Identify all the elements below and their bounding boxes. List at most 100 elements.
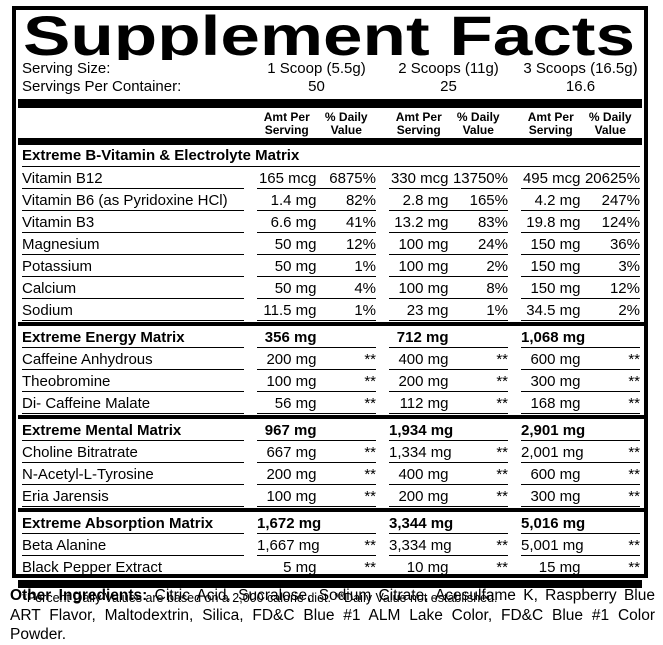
ingredient-name: N-Acetyl-L-Tyrosine: [22, 463, 244, 485]
matrix-total-amount: 5,016 mg: [521, 515, 586, 532]
daily-value-cell: 165%: [469, 192, 508, 209]
daily-value-header: % Daily Value: [588, 110, 632, 137]
matrix-total-amount: 2,901 mg: [521, 422, 586, 439]
serving-group: 200 mg **: [389, 485, 508, 507]
section-divider: [18, 508, 644, 512]
serving-info: Serving Size: 1 Scoop (5.5g) 2 Scoops (1…: [22, 60, 638, 96]
amount-cell: 168 mg: [530, 395, 581, 412]
daily-value-cell: **: [628, 395, 640, 412]
daily-value-cell: **: [496, 488, 508, 505]
amount-cell: 34.5 mg: [526, 302, 581, 319]
daily-value-cell: **: [628, 537, 640, 554]
serving-group: 100 mg 8%: [389, 277, 508, 299]
amount-cell: 19.8 mg: [526, 214, 581, 231]
amount-cell: 150 mg: [530, 236, 581, 253]
serving-group: 100 mg **: [257, 485, 376, 507]
daily-value-footnote: *Percent Daily Values are based on a 2,0…: [22, 591, 498, 605]
other-ingredients-label: Other Ingredients:: [10, 587, 148, 604]
amount-cell: 50 mg: [274, 258, 317, 275]
amount-cell: 300 mg: [530, 373, 581, 390]
daily-value-cell: **: [496, 351, 508, 368]
facts-table: Extreme B-Vitamin & Electrolyte Matrix Vi…: [18, 145, 644, 578]
amount-cell: 495 mcg: [522, 170, 581, 187]
serving-group: 11.5 mg 1%: [257, 299, 376, 321]
matrix-total-group: 712 mg: [389, 326, 508, 348]
amount-cell: 600 mg: [530, 466, 581, 483]
matrix-total-group: 1,934 mg: [389, 419, 508, 441]
serving-group: 600 mg **: [521, 348, 640, 370]
serving-group: 667 mg **: [257, 441, 376, 463]
daily-value-cell: **: [628, 373, 640, 390]
ingredient-name: Di- Caffeine Malate: [22, 392, 244, 414]
amount-cell: 100 mg: [266, 373, 317, 390]
amount-cell: 13.2 mg: [394, 214, 449, 231]
ingredient-name: Beta Alanine: [22, 534, 244, 556]
ingredient-name: Vitamin B3: [22, 211, 244, 233]
ingredient-name: Vitamin B6 (as Pyridoxine HCl): [22, 189, 244, 211]
serving-group: 200 mg **: [257, 348, 376, 370]
amount-cell: 100 mg: [398, 280, 449, 297]
amount-cell: 300 mg: [530, 488, 581, 505]
daily-value-cell: **: [628, 559, 640, 576]
serving-group: 600 mg **: [521, 463, 640, 485]
matrix-total-group: 5,016 mg: [521, 512, 640, 534]
column-header-group: Amt Per Serving % Daily Value: [389, 108, 508, 138]
matrix-total-group: 967 mg: [257, 419, 376, 441]
amount-cell: 667 mg: [266, 444, 317, 461]
serving-group: 5,001 mg **: [521, 534, 640, 556]
serving-group: 34.5 mg 2%: [521, 299, 640, 321]
daily-value-cell: **: [364, 537, 376, 554]
daily-value-cell: **: [364, 559, 376, 576]
serving-group: 15 mg **: [521, 556, 640, 578]
amount-cell: 15 mg: [538, 559, 581, 576]
serving-group: 100 mg 24%: [389, 233, 508, 255]
amount-cell: 200 mg: [398, 488, 449, 505]
serving-group: 50 mg 1%: [257, 255, 376, 277]
daily-value-cell: 1%: [354, 302, 376, 319]
daily-value-cell: 41%: [345, 214, 376, 231]
daily-value-cell: 4%: [354, 280, 376, 297]
amount-cell: 112 mg: [399, 395, 449, 412]
serving-size-label: Serving Size:: [22, 60, 111, 77]
section-title: Extreme Mental Matrix: [22, 419, 244, 441]
section-title: Extreme B-Vitamin & Electrolyte Matrix: [22, 145, 640, 167]
daily-value-cell: **: [628, 466, 640, 483]
serving-group: 56 mg **: [257, 392, 376, 414]
daily-value-cell: **: [496, 559, 508, 576]
daily-value-cell: 8%: [486, 280, 508, 297]
serving-group: 1,334 mg **: [389, 441, 508, 463]
daily-value-cell: 3%: [618, 258, 640, 275]
serving-group: 495 mcg 20625%: [521, 167, 640, 189]
amount-cell: 400 mg: [398, 351, 449, 368]
serving-group: 1,667 mg **: [257, 534, 376, 556]
daily-value-cell: 1%: [354, 258, 376, 275]
amt-per-serving-header: Amt Per Serving: [527, 110, 574, 137]
amount-cell: 5 mg: [283, 559, 317, 576]
matrix-total-amount: 3,344 mg: [389, 515, 454, 532]
daily-value-cell: **: [364, 466, 376, 483]
amount-cell: 4.2 mg: [534, 192, 581, 209]
daily-value-header: % Daily Value: [324, 110, 368, 137]
serving-group: 168 mg **: [521, 392, 640, 414]
amount-cell: 600 mg: [530, 351, 581, 368]
matrix-total-group: 3,344 mg: [389, 512, 508, 534]
daily-value-cell: **: [364, 373, 376, 390]
matrix-total-group: 2,901 mg: [521, 419, 640, 441]
amount-cell: 200 mg: [266, 466, 317, 483]
daily-value-cell: 83%: [477, 214, 508, 231]
serving-group: 150 mg 36%: [521, 233, 640, 255]
serving-group: 400 mg **: [389, 348, 508, 370]
supplement-facts-panel: Supplement Facts Serving Size: 1 Scoop (…: [12, 6, 648, 605]
matrix-total-group: 1,068 mg: [521, 326, 640, 348]
serving-group: 300 mg **: [521, 485, 640, 507]
daily-value-cell: **: [364, 351, 376, 368]
ingredient-name: Potassium: [22, 255, 244, 277]
column-header-group: Amt Per Serving % Daily Value: [257, 108, 376, 138]
serving-group: 6.6 mg 41%: [257, 211, 376, 233]
daily-value-cell: 12%: [609, 280, 640, 297]
matrix-total-amount: 1,068 mg: [521, 329, 586, 346]
daily-value-cell: 6875%: [329, 170, 376, 187]
amount-cell: 6.6 mg: [270, 214, 317, 231]
serving-group: 200 mg **: [389, 370, 508, 392]
ingredient-name: Magnesium: [22, 233, 244, 255]
